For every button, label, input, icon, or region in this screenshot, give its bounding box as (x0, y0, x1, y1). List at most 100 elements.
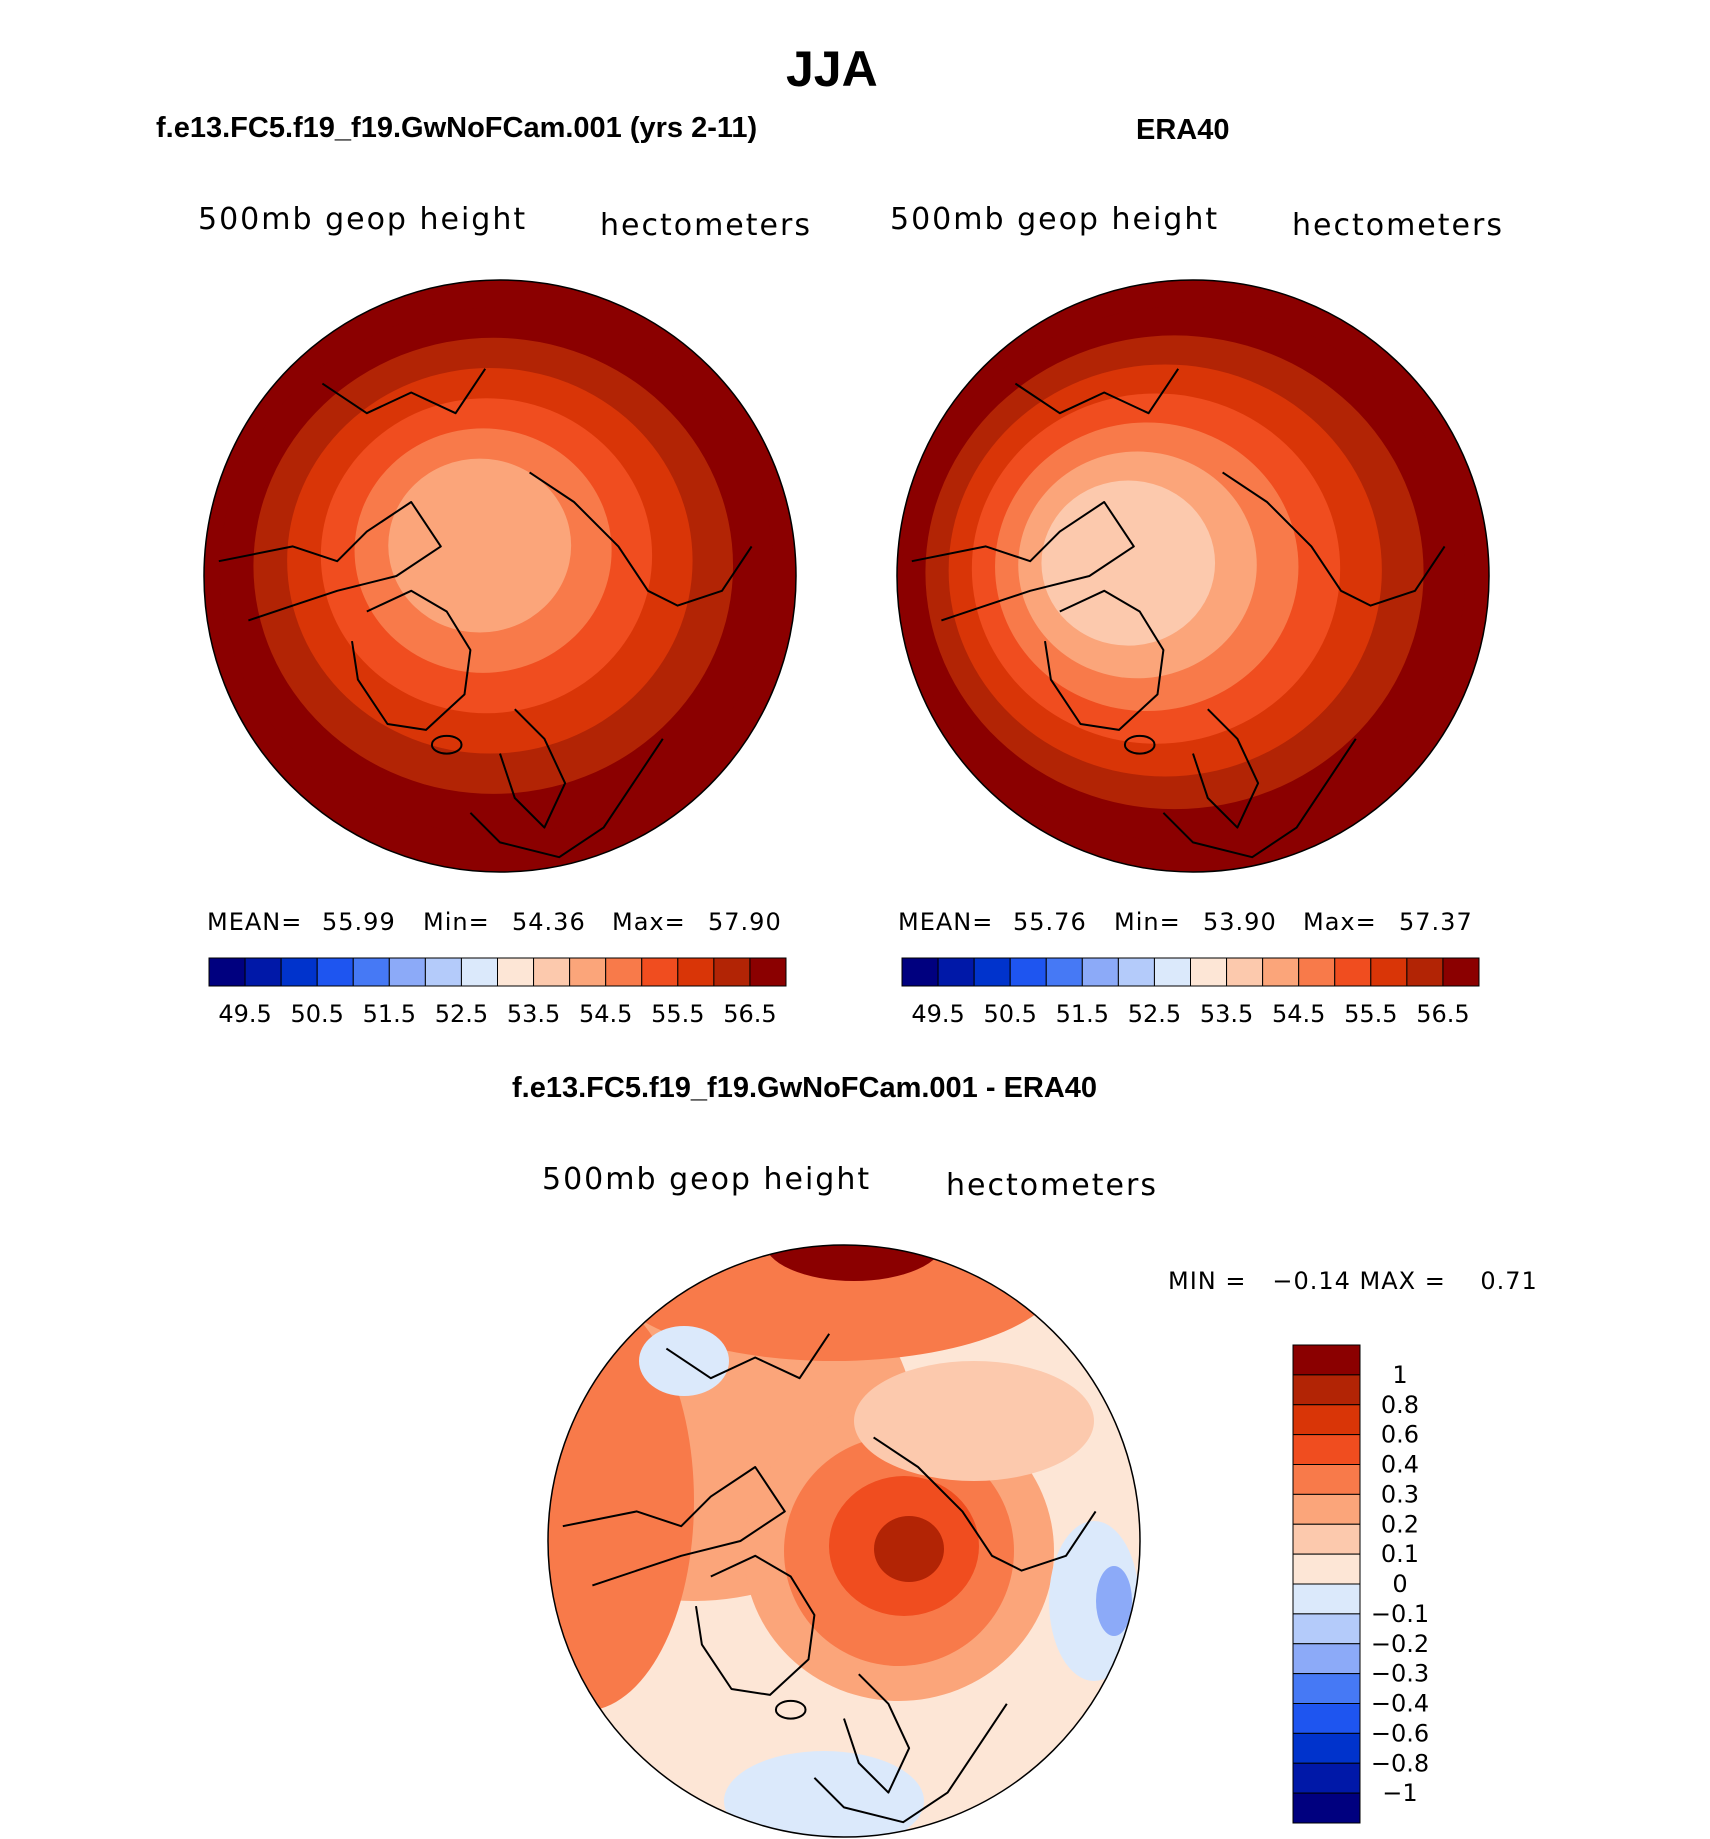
diff-band-neg-4 (1096, 1566, 1132, 1636)
diff-iceland (774, 1699, 807, 1720)
panel1-coastline-2 (529, 471, 753, 607)
panel1-colorbar-tick-7: 56.5 (723, 1000, 776, 1028)
diff-units-label: hectometers (946, 1168, 1158, 1203)
panel2-coastline-4 (1014, 368, 1180, 415)
panel2-iceland (1123, 734, 1156, 755)
diff-coastline-1 (562, 1466, 786, 1587)
diff-colorbar-tick-6: 0.1 (1381, 1540, 1419, 1568)
panel1-colorbar-box-7 (460, 957, 498, 987)
panel2-coastline-1 (911, 501, 1135, 622)
panel2-colorbar-tick-1: 50.5 (983, 1000, 1036, 1028)
panel1-colorbar-box-9 (533, 957, 571, 987)
panel2-colorbar-tick-7: 56.5 (1416, 1000, 1469, 1028)
panel2-colorbar-box-0 (901, 957, 939, 987)
diff-colorbar-box-11 (1292, 1673, 1361, 1704)
panel2-map-border (896, 279, 1490, 873)
diff-colorbar-tick-0: 1 (1392, 1361, 1407, 1389)
panel2-colorbar-box-10 (1262, 957, 1300, 987)
panel2-colorbar-tick-4: 53.5 (1200, 1000, 1253, 1028)
panel2-colorbar-box-4 (1045, 957, 1083, 987)
diff-coastline-0 (695, 1554, 816, 1696)
diff-colorbar-tick-5: 0.2 (1381, 1510, 1419, 1538)
panel2-mean-value: 55.76 (1013, 908, 1087, 936)
panel2-coastline-0 (1044, 589, 1165, 731)
panel2-colorbar-box-8 (1190, 957, 1228, 987)
diff-colorbar-box-5 (1292, 1493, 1361, 1525)
panel1-coastline-3 (499, 708, 567, 829)
panel1-colorbar-box-5 (388, 957, 426, 987)
panel2-field (897, 280, 1489, 872)
panel2-colorbar-box-5 (1081, 957, 1119, 987)
diff-colorbar-box-6 (1292, 1523, 1361, 1555)
panel2-colorbar-box-7 (1153, 957, 1191, 987)
diff-colorbar-tick-7: 0 (1392, 1570, 1407, 1598)
panel1-colorbar-box-12 (641, 957, 679, 987)
panel1-colorbar-tick-3: 52.5 (435, 1000, 488, 1028)
panel1-max-value: 57.90 (708, 908, 782, 936)
diff-colorbar-box-7 (1292, 1553, 1361, 1585)
diff-colorbar-tick-2: 0.6 (1381, 1421, 1419, 1449)
panel2-colorbar-tick-3: 52.5 (1128, 1000, 1181, 1028)
panel1-units-label: hectometers (600, 208, 812, 243)
diff-band-neg-3 (1049, 1521, 1139, 1681)
diff-colorbar-box-2 (1292, 1404, 1361, 1436)
panel2-colorbar-box-3 (1009, 957, 1047, 987)
panel1-colorbar-tick-5: 54.5 (579, 1000, 632, 1028)
diff-colorbar-tick-12: −0.6 (1371, 1719, 1429, 1747)
panel2-colorbar-box-1 (937, 957, 975, 987)
diff-band-c4 (874, 1516, 944, 1582)
panel2-colorbar-box-11 (1298, 957, 1336, 987)
diff-colorbar-tick-1: 0.8 (1381, 1391, 1419, 1419)
panel1-colorbar-box-13 (677, 957, 715, 987)
diff-colorbar-tick-8: −0.1 (1371, 1600, 1429, 1628)
panel1-colorbar-box-10 (569, 957, 607, 987)
panel1-colorbar-box-8 (497, 957, 535, 987)
panel1-colorbar-box-1 (244, 957, 282, 987)
panel1-coastline-5 (469, 738, 664, 859)
panel1-colorbar-box-4 (352, 957, 390, 987)
panel2-colorbar-tick-5: 54.5 (1272, 1000, 1325, 1028)
panel1-coastline-4 (321, 368, 487, 415)
diff-colorbar-box-1 (1292, 1374, 1361, 1406)
diff-field (548, 1245, 1140, 1837)
panel1-colorbar-tick-6: 55.5 (651, 1000, 704, 1028)
diff-colorbar-tick-9: −0.2 (1371, 1630, 1429, 1658)
panel1-coastline-0 (351, 589, 472, 731)
panel1-colorbar-tick-1: 50.5 (290, 1000, 343, 1028)
diff-coastline-5 (813, 1703, 1008, 1824)
panel2-colorbar-tick-2: 51.5 (1056, 1000, 1109, 1028)
diff-colorbar-tick-3: 0.4 (1381, 1451, 1419, 1479)
panel1-colorbar-tick-2: 51.5 (363, 1000, 416, 1028)
panel1-field (204, 280, 796, 872)
panel1-mean-value: 55.99 (322, 908, 396, 936)
panel2-colorbar-box-6 (1117, 957, 1155, 987)
panel1-colorbar-tick-4: 53.5 (507, 1000, 560, 1028)
panel1-map-border (203, 279, 797, 873)
diff-colorbar-box-12 (1292, 1703, 1361, 1734)
panel1-colorbar-box-14 (713, 957, 751, 987)
panel1-variable-label: 500mb geop height (198, 202, 528, 237)
panel2-units-label: hectometers (1292, 208, 1504, 243)
diff-coastline-4 (665, 1333, 831, 1380)
panel2-mean-label: MEAN= (898, 908, 994, 936)
panel1-coastline-1 (218, 501, 442, 622)
panel2-max-label: Max= (1303, 908, 1377, 936)
panel1-colorbar-box-11 (605, 957, 643, 987)
panel2-coastline-5 (1162, 738, 1357, 859)
diff-colorbar-box-13 (1292, 1732, 1361, 1764)
diff-band-far-w (548, 1291, 694, 1711)
diff-colorbar-tick-11: −0.4 (1371, 1690, 1429, 1718)
diff-coastline-2 (873, 1436, 1097, 1572)
panel2-coastline-3 (1192, 708, 1260, 829)
panel1-band-6 (388, 458, 572, 633)
diff-band-neg-2 (724, 1751, 924, 1837)
diff-colorbar-box-4 (1292, 1464, 1361, 1495)
diff-colorbar-box-3 (1292, 1434, 1361, 1465)
panel1-title: f.e13.FC5.f19_f19.GwNoFCam.001 (yrs 2-11… (156, 112, 758, 144)
panel1-min-value: 54.36 (512, 908, 586, 936)
panel1-colorbar-box-3 (316, 957, 354, 987)
panel2-title: ERA40 (1136, 114, 1230, 146)
panel2-min-label: Min= (1114, 908, 1181, 936)
diff-minmax: MIN = −0.14 MAX = 0.71 (1168, 1267, 1538, 1295)
